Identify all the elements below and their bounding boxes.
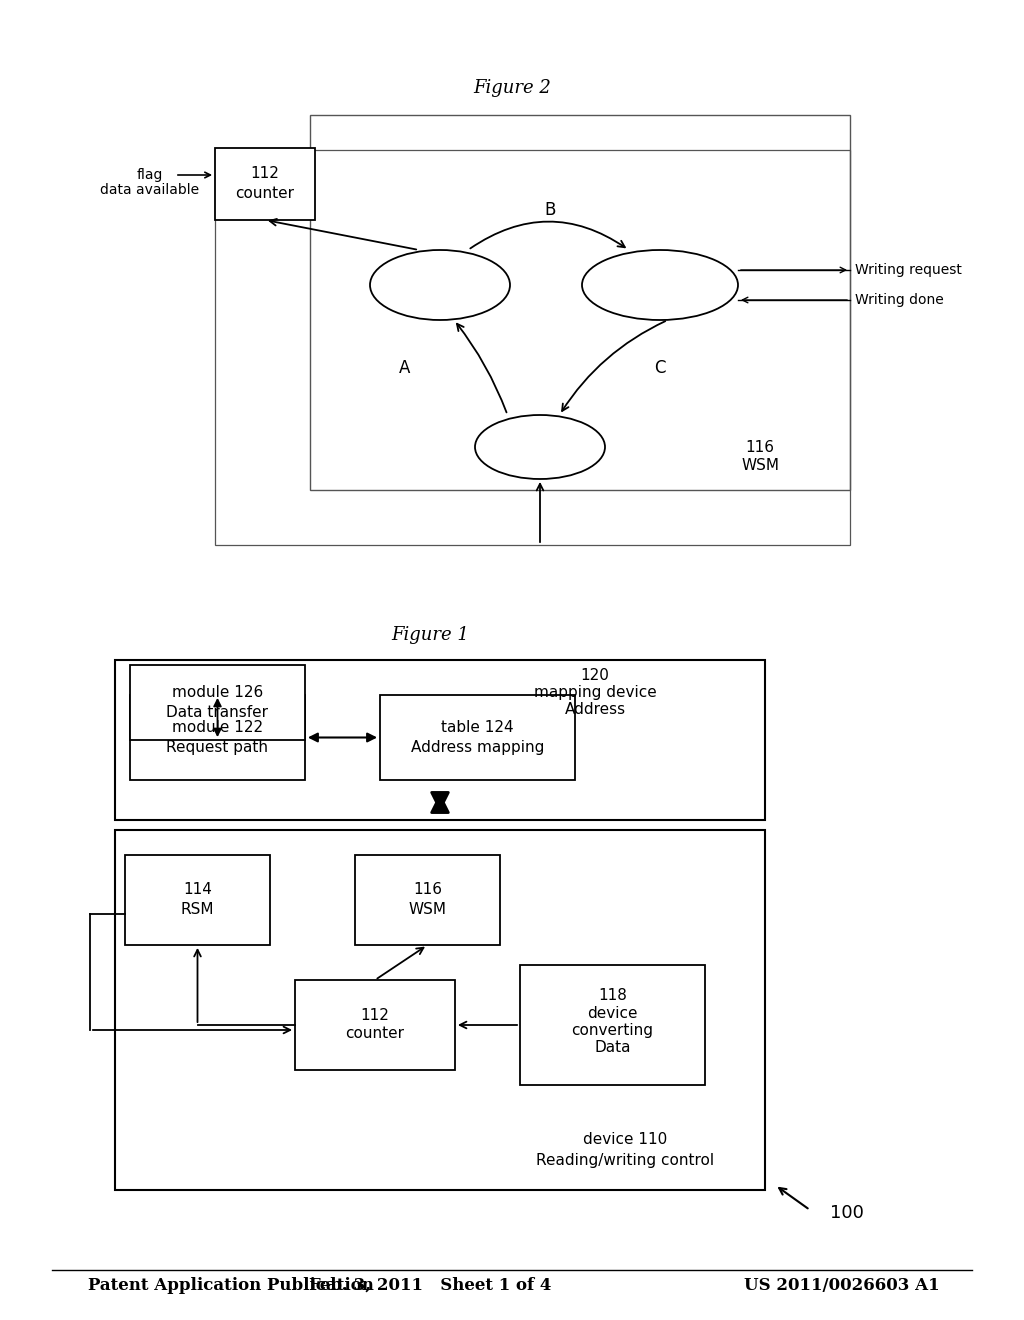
Bar [115, 830, 765, 1191]
Text: request: request [411, 277, 469, 293]
Text: Writing request: Writing request [855, 263, 962, 277]
Text: Reading/writing control: Reading/writing control [536, 1152, 714, 1167]
Bar [215, 150, 850, 545]
Text: counter: counter [345, 1026, 404, 1040]
Text: Data: Data [594, 1040, 631, 1055]
Text: Request path: Request path [167, 741, 268, 755]
Bar [130, 696, 305, 780]
Text: 114: 114 [183, 883, 212, 898]
Text: device: device [587, 1006, 638, 1020]
Text: table 124: table 124 [441, 719, 514, 735]
Bar [355, 855, 500, 945]
Ellipse shape [370, 249, 510, 319]
Text: Figure 1: Figure 1 [391, 626, 469, 644]
Bar [115, 660, 765, 820]
Ellipse shape [582, 249, 738, 319]
Text: module 122: module 122 [172, 719, 263, 735]
Text: C: C [654, 359, 666, 378]
Text: data available: data available [100, 183, 200, 197]
Bar [215, 148, 315, 220]
Text: idle: idle [526, 440, 554, 454]
Text: Data transfer: Data transfer [167, 705, 268, 719]
Text: Feb. 3, 2011   Sheet 1 of 4: Feb. 3, 2011 Sheet 1 of 4 [309, 1276, 551, 1294]
Text: 120: 120 [581, 668, 609, 684]
Text: 116: 116 [745, 441, 774, 455]
Text: 118: 118 [598, 989, 627, 1003]
Bar [130, 665, 305, 741]
Text: Address: Address [564, 702, 626, 718]
Bar [520, 965, 705, 1085]
Text: module 126: module 126 [172, 685, 263, 700]
Text: RSM: RSM [181, 903, 214, 917]
Ellipse shape [475, 414, 605, 479]
Text: Address mapping: Address mapping [411, 741, 544, 755]
Text: counter: counter [236, 186, 295, 202]
Text: A: A [399, 359, 411, 378]
Text: WSM: WSM [409, 903, 446, 917]
Text: processing: processing [618, 277, 701, 293]
Text: 116: 116 [413, 883, 442, 898]
Bar [295, 979, 455, 1071]
Bar [310, 115, 850, 490]
Text: WSM: WSM [741, 458, 779, 473]
Bar [380, 696, 575, 780]
Bar [125, 855, 270, 945]
Text: Writing done: Writing done [855, 293, 944, 308]
Text: converting: converting [571, 1023, 653, 1038]
Text: 112: 112 [251, 166, 280, 181]
Text: Patent Application Publication: Patent Application Publication [88, 1276, 374, 1294]
Text: device 110: device 110 [583, 1133, 667, 1147]
Text: Figure 2: Figure 2 [473, 79, 551, 96]
Text: B: B [545, 201, 556, 219]
Text: US 2011/0026603 A1: US 2011/0026603 A1 [744, 1276, 940, 1294]
Text: 100: 100 [830, 1204, 864, 1222]
Text: mapping device: mapping device [534, 685, 656, 701]
Text: flag: flag [137, 168, 163, 182]
Text: 112: 112 [360, 1007, 389, 1023]
